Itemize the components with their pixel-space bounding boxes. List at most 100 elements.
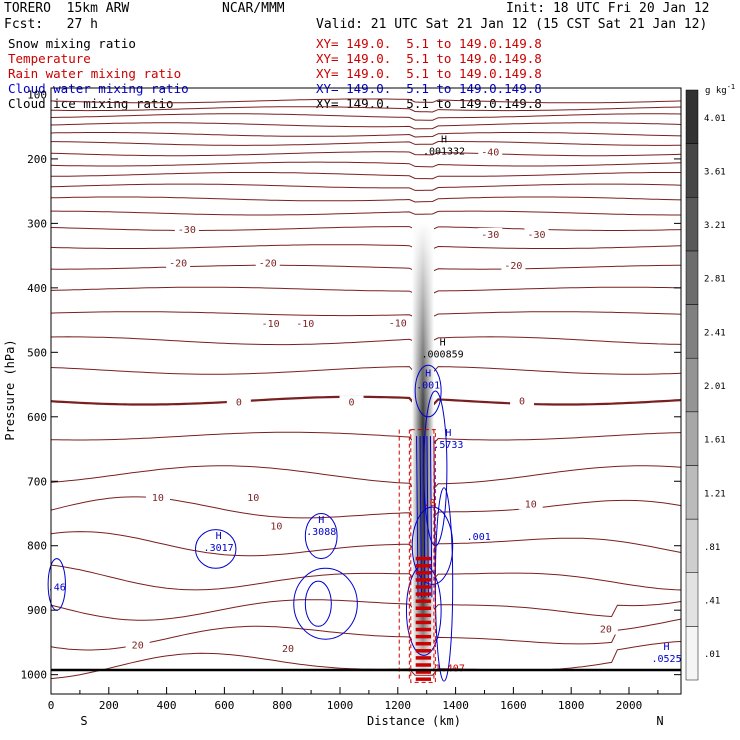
isotherm-line — [51, 172, 681, 180]
y-tick-label: 700 — [27, 475, 47, 488]
extremum-value: .3017 — [204, 543, 234, 554]
isotherm-line — [50, 151, 682, 157]
colorbar-segment — [685, 250, 699, 305]
colorbar-segment — [685, 304, 699, 359]
isotherm-line — [51, 210, 681, 216]
x-tick-label: 1600 — [500, 699, 527, 712]
extremum-value: .000859 — [422, 350, 464, 361]
colorbar-segment — [685, 143, 699, 198]
legend-rain-xy: XY= 149.0. 5.1 to 149.0.149.8 — [316, 51, 542, 66]
contour-label: -30 — [481, 230, 499, 241]
extremum-mark: H — [440, 338, 446, 349]
cloud-water-contour — [194, 529, 237, 569]
extremum-mark: H — [445, 428, 451, 439]
y-tick-label: 400 — [27, 282, 47, 295]
isotherm-line — [50, 311, 682, 318]
extremum-mark: H — [425, 368, 431, 379]
isotherm-line — [51, 106, 682, 113]
extremum-mark: H — [216, 531, 222, 542]
x-tick-label: 1800 — [558, 699, 585, 712]
extremum-value: .001 — [416, 380, 440, 391]
isotherm-line — [50, 465, 682, 491]
isotherm-line — [50, 395, 682, 407]
contour-label: -30 — [178, 225, 196, 236]
y-tick-label: 200 — [27, 153, 47, 166]
extremum-value: .001332 — [423, 146, 465, 157]
isotherm-line — [50, 196, 682, 203]
contour-label: -10 — [296, 319, 314, 330]
extremum-value: .3088 — [306, 527, 336, 538]
contour-label-bg — [510, 394, 535, 407]
colorbar-tick-label: 2.81 — [704, 275, 726, 285]
cloud-water-contour — [423, 436, 426, 598]
isotherm-line — [50, 113, 682, 121]
colorbar-segment — [685, 465, 699, 520]
isotherm-line — [50, 618, 682, 651]
isotherm-line — [50, 336, 682, 346]
cloud-water-contour — [419, 436, 422, 598]
legend-snow: Snow mixing ratio — [8, 36, 136, 51]
x-axis-north-label: N — [656, 714, 663, 728]
extremum-value: .0 — [424, 498, 436, 509]
temperature-contours — [50, 98, 682, 680]
valid-time: Valid: 21 UTC Sat 21 Jan 12 (15 CST Sat … — [316, 17, 708, 32]
colorbar-tick-label: .41 — [704, 597, 720, 607]
isotherm-line — [50, 183, 682, 191]
colorbar-tick-label: 3.21 — [704, 221, 726, 231]
cloud-water-contour — [304, 512, 338, 560]
isotherm-line — [50, 244, 682, 250]
colorbar-tick-label: .81 — [704, 543, 720, 553]
legend-temperature-xy: XY= 149.0. 5.1 to 149.0.149.8 — [316, 36, 542, 51]
contour-label: 0 — [236, 398, 242, 409]
isotherm-line — [50, 264, 681, 272]
cloud-water-contour — [416, 436, 419, 598]
rain-contour — [410, 429, 436, 683]
contour-label: 0 — [519, 396, 525, 407]
contour-label: -40 — [481, 147, 499, 158]
forecast-hour: Fcst: 27 h — [4, 17, 98, 32]
colorbar-segment — [685, 518, 699, 573]
x-axis-label: Distance (km) — [367, 714, 461, 728]
x-axis: 0 200 400 600 800 1000 1200 1400 1600 1800 2000 — [48, 687, 659, 712]
x-tick-label: 0 — [48, 699, 55, 712]
contour-label-bg — [524, 227, 549, 240]
colorbar: .01 .41 .81 1.21 1.61 2.01 2.41 2.81 3.21 3.61 4.0… — [685, 89, 726, 681]
contour-label: 20 — [282, 644, 294, 655]
contour-label-bg — [226, 395, 251, 408]
isotherm-line — [50, 564, 682, 591]
legend-cloud-water-xy: XY= 149.0. 5.1 to 149.0.149.8 — [316, 66, 542, 81]
contour-label-bg — [275, 641, 300, 654]
contour-label-bg — [241, 491, 266, 504]
x-tick-label: 200 — [99, 699, 119, 712]
contour-label-bg — [593, 622, 618, 635]
contour-label-bg — [166, 256, 191, 269]
cloud-water-contour — [426, 436, 429, 598]
contour-label-bg — [478, 227, 503, 240]
isotherm-line — [50, 122, 682, 130]
contour-label-bg — [125, 638, 150, 651]
extremum-value: .001 — [467, 532, 491, 543]
contour-label: -30 — [527, 230, 545, 241]
contour-label-bg — [145, 491, 170, 504]
legend-rain: Rain water mixing ratio — [8, 66, 182, 81]
rain-contours — [398, 429, 436, 683]
contour-label: 10 — [270, 521, 282, 532]
contour-label-bg — [339, 395, 364, 408]
extremum-mark: H — [664, 642, 670, 653]
extrema-labels: H.001332H.000859H.001H.5733H.3088H.3017H… — [48, 134, 682, 674]
isotherm-line — [50, 496, 682, 520]
colorbar-segment — [685, 411, 699, 466]
colorbar-tick-label: 2.41 — [704, 328, 726, 338]
isotherm-line — [50, 226, 682, 231]
colorbar-segment — [685, 197, 699, 252]
x-tick-label: 600 — [214, 699, 234, 712]
legend-cloud-ice: Cloud ice mixing ratio — [8, 96, 174, 111]
x-tick-label: 800 — [272, 699, 292, 712]
contour-label: -20 — [169, 258, 187, 269]
colorbar-tick-label: 2.01 — [704, 382, 726, 392]
cloud-water-contours — [47, 364, 454, 682]
contour-labels: -40 -30 -30 -30 -20 -20 -20 -10 -10 -10 0 0 0 10 10 10 1… — [125, 145, 618, 655]
contour-label: -10 — [389, 318, 407, 329]
isotherm-line — [50, 431, 682, 446]
y-tick-label: 300 — [27, 217, 47, 230]
